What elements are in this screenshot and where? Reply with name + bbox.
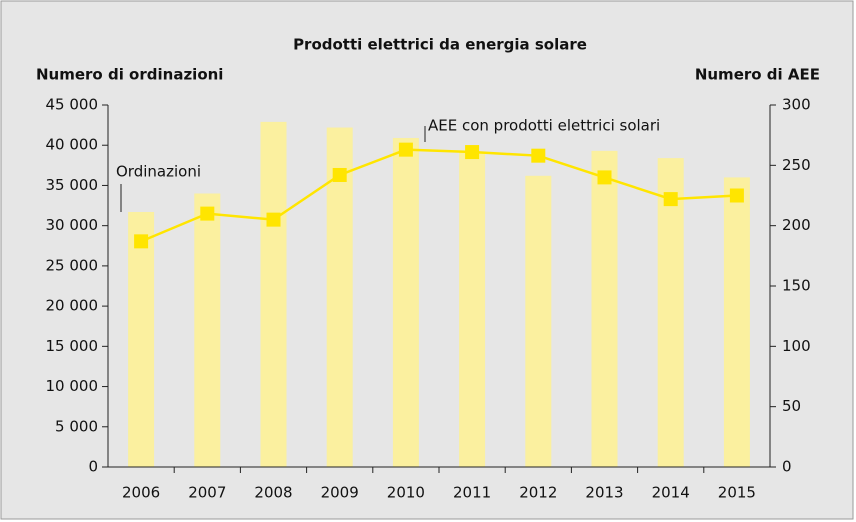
y-tick-label: 15 000 — [46, 337, 99, 355]
y-tick-label: 5 000 — [55, 417, 98, 435]
x-tick-label: 2007 — [188, 484, 226, 502]
y-tick-label: 25 000 — [46, 256, 99, 274]
y-axis-title: Numero di ordinazioni — [36, 66, 223, 84]
x-tick-label: 2009 — [321, 484, 359, 502]
bar — [194, 193, 221, 467]
line-marker — [266, 212, 281, 227]
y2-tick-label: 50 — [782, 397, 801, 415]
y2-axis-title: Numero di AEE — [695, 66, 820, 84]
line — [140, 148, 737, 243]
y2-tick-label: 300 — [782, 96, 811, 114]
line-marker — [200, 206, 215, 221]
bar — [459, 151, 486, 467]
bar — [657, 158, 684, 468]
line-marker — [597, 170, 612, 185]
y2-tick-label: 250 — [782, 156, 811, 174]
y-tick-label: 0 — [88, 458, 98, 476]
line-marker — [531, 148, 546, 163]
bar — [525, 175, 552, 467]
y-tick-label: 10 000 — [46, 377, 99, 395]
line-marker — [398, 142, 413, 157]
x-tick-label: 2012 — [519, 484, 557, 502]
x-tick-label: 2013 — [585, 484, 623, 502]
y2-tick-label: 150 — [782, 277, 811, 295]
x-tick-label: 2015 — [718, 484, 756, 502]
line-marker — [332, 167, 347, 182]
y2-tick-label: 100 — [782, 337, 811, 355]
y2-tick-label: 200 — [782, 216, 811, 234]
series-label: AEE con prodotti elettrici solari — [428, 117, 660, 135]
y-tick-label: 35 000 — [46, 176, 99, 194]
x-tick-label: 2010 — [387, 484, 425, 502]
y-tick-label: 45 000 — [46, 96, 99, 114]
line-marker — [729, 188, 744, 203]
y-tick-label: 20 000 — [46, 297, 99, 315]
x-tick-label: 2008 — [254, 484, 292, 502]
x-tick-label: 2006 — [122, 484, 160, 502]
line-marker — [465, 145, 480, 160]
line-marker — [663, 192, 678, 207]
series-label: Ordinazioni — [116, 163, 201, 181]
line-marker — [134, 234, 149, 249]
chart-title: Prodotti elettrici da energia solare — [293, 36, 587, 54]
y-tick-label: 30 000 — [46, 216, 99, 234]
bar — [260, 121, 287, 467]
y-tick-label: 40 000 — [46, 136, 99, 154]
bar — [326, 127, 353, 467]
bar — [723, 177, 750, 467]
bar — [128, 211, 155, 467]
bar — [591, 150, 618, 467]
x-tick-label: 2014 — [652, 484, 690, 502]
bar — [392, 137, 419, 467]
y2-tick-label: 0 — [782, 458, 792, 476]
x-tick-label: 2011 — [453, 484, 491, 502]
